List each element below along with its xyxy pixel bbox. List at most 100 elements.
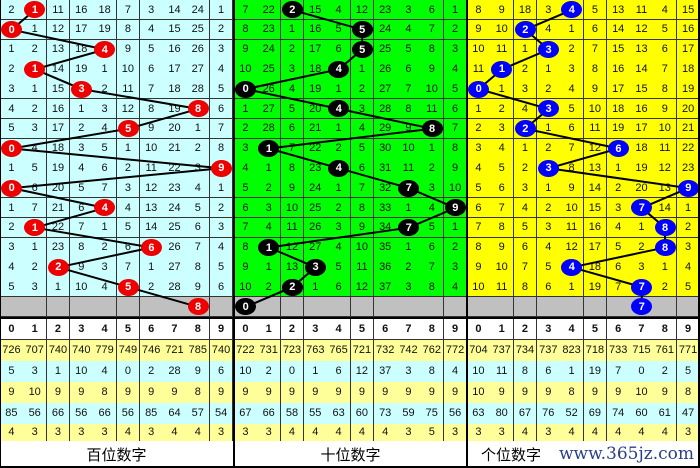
grid-cell: 3 bbox=[350, 99, 375, 120]
stat-cell: 37 bbox=[373, 361, 398, 383]
grid-cell: 4 bbox=[69, 158, 94, 179]
grid-cell: 2 bbox=[186, 138, 211, 159]
stat-cell: 9 bbox=[303, 382, 328, 404]
gray-cell bbox=[443, 297, 468, 317]
digit-header: 1 bbox=[490, 319, 515, 340]
grid-cell: 17 bbox=[46, 118, 71, 140]
grid-cell: 5 bbox=[234, 178, 258, 199]
number-ball: 8 bbox=[187, 100, 209, 118]
grid-cell: 3 bbox=[209, 217, 234, 239]
grid-cell: 10 bbox=[443, 178, 468, 199]
stat-cell: 8 bbox=[513, 361, 538, 383]
grid-cell: 7 bbox=[116, 0, 141, 21]
grid-cell: 10 bbox=[653, 118, 678, 140]
grid-cell: 5 bbox=[420, 217, 445, 239]
stat-cell: 3 bbox=[234, 424, 258, 442]
grid-cell: 3 bbox=[280, 59, 305, 80]
grid-cell: 11 bbox=[653, 138, 678, 159]
grid-cell: 11 bbox=[583, 118, 608, 140]
grid-cell: 6 bbox=[467, 198, 491, 219]
number-ball: 5 bbox=[117, 120, 139, 138]
stat-cell: 4 bbox=[280, 424, 305, 442]
number-ball: 3 bbox=[538, 41, 560, 58]
stat-cell: 56 bbox=[443, 403, 468, 425]
grid-cell: 26 bbox=[303, 217, 328, 239]
grid-cell: 8 bbox=[420, 39, 445, 60]
grid-cell: 23 bbox=[676, 158, 700, 179]
stat-cell: 8 bbox=[93, 382, 117, 404]
grid-cell: 18 bbox=[513, 0, 538, 21]
grid-cell: 26 bbox=[373, 59, 398, 80]
grid-cell: 8 bbox=[350, 198, 375, 219]
grid-cell: 10 bbox=[490, 257, 515, 278]
grid-cell: 9 bbox=[397, 118, 421, 140]
grid-cell: 1 bbox=[234, 99, 258, 120]
stat-cell: 763 bbox=[303, 340, 328, 362]
stat-cell: 3 bbox=[536, 424, 561, 442]
number-ball: 3 bbox=[538, 159, 560, 177]
grid-cell: 9 bbox=[490, 0, 515, 21]
grid-cell: 1 bbox=[139, 257, 164, 278]
grid-cell: 6 bbox=[234, 198, 258, 219]
grid-cell: 1 bbox=[560, 277, 584, 298]
stat-cell: 66 bbox=[93, 403, 117, 425]
grid-cell: 4 bbox=[676, 257, 700, 278]
number-ball: 0 bbox=[468, 80, 490, 98]
grid-cell: 11 bbox=[420, 99, 445, 120]
grid-cell: 7 bbox=[139, 79, 164, 100]
number-ball: 8 bbox=[187, 298, 209, 316]
grid-cell: 3 bbox=[536, 0, 561, 21]
grid-cell: 12 bbox=[139, 178, 164, 199]
stat-cell: 73 bbox=[373, 403, 398, 425]
grid-cell: 23 bbox=[257, 19, 282, 41]
grid-cell: 8 bbox=[420, 277, 445, 298]
number-ball: 4 bbox=[328, 60, 350, 78]
grid-cell: 5 bbox=[0, 277, 24, 298]
stat-cell: 9 bbox=[606, 382, 631, 404]
grid-cell: 6 bbox=[69, 198, 94, 219]
grid-cell: 13 bbox=[280, 257, 305, 278]
divider bbox=[0, 316, 700, 319]
grid-cell: 2 bbox=[234, 118, 258, 140]
grid-cell: 15 bbox=[163, 19, 187, 41]
grid-cell: 1 bbox=[676, 198, 700, 219]
grid-cell: 20 bbox=[630, 178, 654, 199]
stat-cell: 762 bbox=[420, 340, 445, 362]
gray-cell bbox=[303, 297, 328, 317]
stat-cell: 69 bbox=[583, 403, 608, 425]
grid-cell: 2 bbox=[513, 158, 538, 179]
grid-cell: 1 bbox=[116, 138, 141, 159]
grid-cell: 8 bbox=[443, 138, 468, 159]
grid-cell: 20 bbox=[303, 99, 328, 120]
grid-cell: 4 bbox=[0, 99, 24, 120]
grid-cell: 7 bbox=[186, 237, 211, 258]
grid-cell: 2 bbox=[93, 79, 117, 100]
grid-cell: 27 bbox=[257, 99, 282, 120]
grid-cell: 8 bbox=[583, 59, 608, 80]
stat-cell: 59 bbox=[397, 403, 421, 425]
gray-cell bbox=[420, 297, 445, 317]
stat-cell: 5 bbox=[420, 424, 445, 442]
grid-cell: 3 bbox=[23, 118, 48, 140]
grid-cell: 6 bbox=[93, 158, 117, 179]
grid-cell: 3 bbox=[93, 257, 117, 278]
grid-cell: 10 bbox=[234, 59, 258, 80]
grid-cell: 1 bbox=[303, 277, 328, 298]
grid-cell: 35 bbox=[373, 237, 398, 258]
grid-cell: 2 bbox=[560, 39, 584, 60]
grid-cell: 12 bbox=[630, 19, 654, 41]
grid-cell: 34 bbox=[373, 217, 398, 239]
grid-cell: 11 bbox=[467, 59, 491, 80]
grid-cell: 12 bbox=[560, 237, 584, 258]
grid-cell: 3 bbox=[327, 217, 351, 239]
grid-cell: 25 bbox=[373, 39, 398, 60]
grid-cell: 2 bbox=[0, 59, 24, 80]
stat-cell: 10 bbox=[467, 382, 491, 404]
grid-cell: 1 bbox=[536, 178, 561, 199]
stat-cell: 3 bbox=[23, 361, 48, 383]
grid-cell: 24 bbox=[373, 19, 398, 41]
grid-cell: 2 bbox=[420, 158, 445, 179]
grid-cell: 10 bbox=[139, 138, 164, 159]
digit-header: 9 bbox=[443, 319, 468, 340]
grid-cell: 1 bbox=[467, 99, 491, 120]
